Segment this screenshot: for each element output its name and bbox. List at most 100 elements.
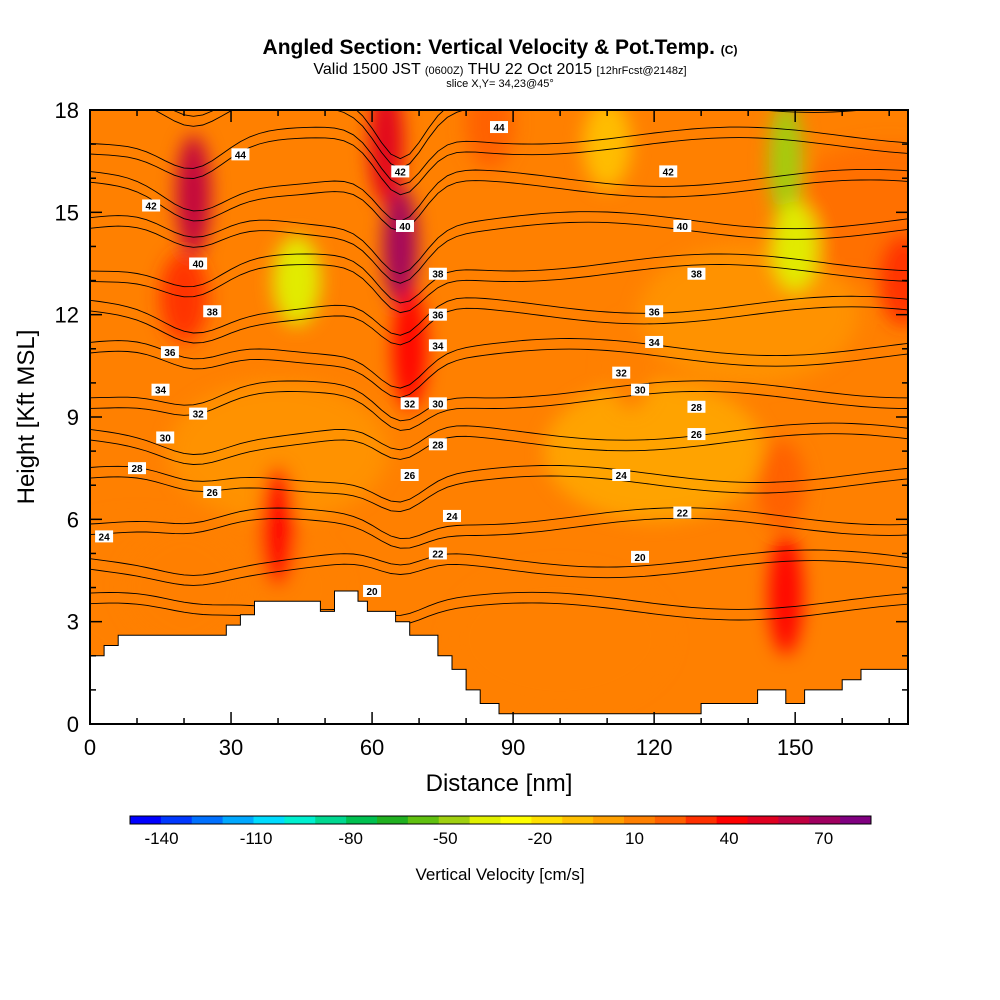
- contour-label: 30: [160, 433, 172, 444]
- contour-label-box: [687, 400, 706, 413]
- theta-contour: [90, 221, 908, 284]
- x-tick-label: 30: [219, 735, 243, 760]
- theta-contour: [90, 348, 908, 399]
- y-tick-label: 18: [55, 98, 79, 123]
- velocity-cell: [160, 252, 209, 343]
- contour-label: 32: [404, 399, 416, 410]
- colorbar-swatch: [253, 816, 285, 824]
- valid-date: THU 22 Oct 2015: [467, 61, 593, 78]
- contour-label: 40: [677, 222, 689, 233]
- colorbar-swatch: [500, 816, 532, 824]
- contour-label-box: [189, 407, 208, 420]
- colorbar-tick-label: -110: [240, 829, 273, 848]
- contour-label-box: [631, 383, 650, 396]
- contour-label-box: [428, 547, 447, 560]
- contour-labels: 44 42 40 38 36 34 32 30 28 26 24 42 40 38 36 34 32 30 28 26…: [95, 121, 706, 598]
- contour-label: 34: [155, 386, 167, 397]
- contour-label-box: [156, 431, 175, 444]
- contour-label: 32: [193, 410, 205, 421]
- velocity-cell: [757, 440, 806, 531]
- contour-label: 34: [649, 338, 661, 349]
- terrain: [90, 590, 908, 724]
- contour-label-box: [203, 486, 222, 499]
- velocity-cell: [383, 186, 418, 307]
- contour-label-box: [231, 148, 250, 161]
- colorbar-swatch: [809, 816, 841, 824]
- contour-label: 42: [395, 167, 407, 178]
- x-tick-labels: 0 30 60 90 120 150: [84, 735, 814, 760]
- colorbar-tick-labels: -140 -110 -80 -50 -20 10 40 70: [145, 829, 834, 848]
- colorbar-swatch: [438, 816, 471, 824]
- contour-label-box: [189, 257, 208, 270]
- colorbar-tick-label: -140: [145, 829, 179, 848]
- y-tick-label: 15: [55, 200, 79, 225]
- contour-label-box: [142, 199, 161, 212]
- theta-contour: [90, 475, 908, 513]
- forecast-info: [12hrFcst@2148z]: [596, 65, 687, 77]
- field-blobs: [90, 110, 908, 724]
- contour-label: 40: [399, 222, 411, 233]
- velocity-cell: [176, 135, 211, 256]
- contour-label: 26: [207, 488, 219, 499]
- field-region: [168, 381, 389, 522]
- colorbar-tick-label: 70: [814, 829, 833, 848]
- contour-label-box: [612, 366, 631, 379]
- contour-label-box: [428, 308, 447, 321]
- colorbar-tick-label: -50: [433, 829, 458, 848]
- contour-label: 24: [99, 532, 111, 543]
- theta-contour: [90, 560, 908, 586]
- contour-label: 28: [691, 403, 703, 414]
- theta-contour: [90, 264, 908, 314]
- contour-label-box: [673, 506, 692, 519]
- theta-contour: [90, 390, 908, 431]
- theta-contour: [90, 549, 908, 576]
- colorbar-swatch: [315, 816, 347, 824]
- x-tick-label: 120: [636, 735, 673, 760]
- theta-contour: [90, 422, 908, 455]
- y-tick-label: 3: [67, 610, 79, 635]
- axis-ticks: [89, 109, 908, 725]
- theta-contour: [90, 433, 908, 465]
- contour-label: 24: [616, 471, 628, 482]
- y-tick-label: 6: [67, 507, 79, 532]
- velocity-cell: [392, 288, 427, 409]
- colorbar: [129, 815, 872, 825]
- colorbar-swatch: [469, 816, 501, 824]
- colorbar-swatch: [840, 816, 872, 824]
- theta-contour: [90, 137, 908, 196]
- contour-label: 22: [677, 509, 689, 520]
- colorbar-swatch: [191, 816, 224, 824]
- colorbar-tick-label: -20: [528, 829, 553, 848]
- contour-label-box: [687, 428, 706, 441]
- contour-label-box: [363, 584, 382, 597]
- colorbar-swatch: [716, 816, 748, 824]
- contour-label: 42: [146, 202, 158, 213]
- colorbar-tick-label: 10: [625, 829, 644, 848]
- y-tick-labels: 0 3 6 9 12 15 18: [55, 98, 79, 737]
- velocity-cell: [261, 466, 296, 587]
- contour-label: 28: [432, 440, 444, 451]
- contour-label: 24: [446, 512, 458, 523]
- contour-label-box: [659, 165, 678, 178]
- contour-label: 44: [493, 123, 505, 134]
- x-axis-title: Distance [nm]: [426, 770, 573, 797]
- velocity-cell: [771, 201, 820, 292]
- valid-time: Valid 1500 JST: [313, 61, 421, 78]
- colorbar-swatch: [346, 816, 378, 824]
- contour-label-box: [400, 397, 419, 410]
- contour-label-box: [151, 383, 170, 396]
- colorbar-swatch: [562, 816, 594, 824]
- velocity-cell: [369, 110, 404, 205]
- contour-label: 42: [663, 167, 675, 178]
- contour-label-box: [428, 397, 447, 410]
- contour-label-box: [645, 335, 664, 348]
- chart-title-suffix: (C): [720, 43, 738, 57]
- slice-info: slice X,Y= 34,23@45°: [446, 78, 554, 90]
- contour-label: 30: [432, 399, 444, 410]
- contour-label: 26: [404, 471, 416, 482]
- colorbar-tick-label: 40: [720, 829, 739, 848]
- contour-label: 34: [432, 341, 444, 352]
- contour-label: 38: [432, 270, 444, 281]
- y-tick-label: 9: [67, 405, 79, 430]
- contour-label: 36: [649, 307, 661, 318]
